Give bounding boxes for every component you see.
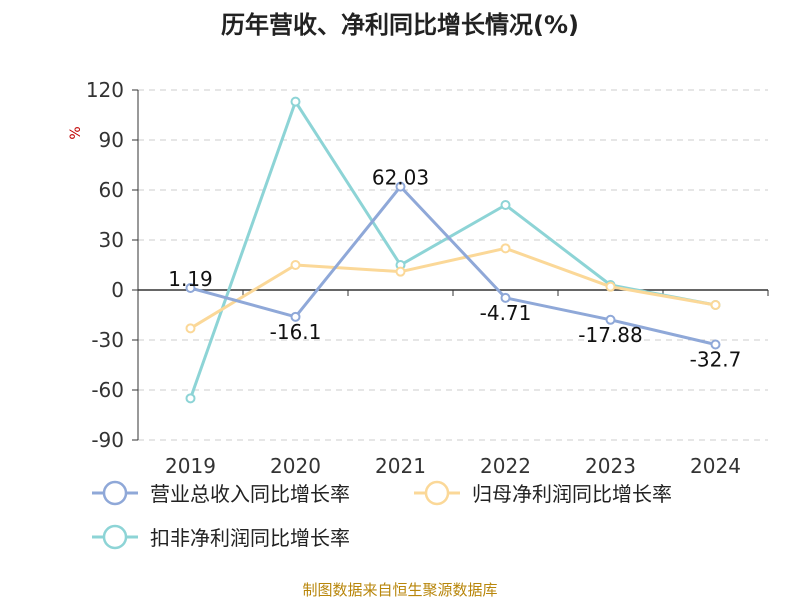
x-tick-label: 2023 <box>585 454 636 478</box>
data-point <box>290 311 301 322</box>
data-point <box>395 181 406 192</box>
grid-lines <box>138 89 768 441</box>
data-label: 1.19 <box>168 267 213 291</box>
data-point <box>185 283 196 294</box>
data-label: -4.71 <box>480 301 532 325</box>
series-layer <box>185 96 721 404</box>
data-point <box>185 323 196 334</box>
data-point <box>395 266 406 277</box>
legend-item[interactable]: 营业总收入同比增长率 <box>92 480 350 506</box>
axes: 120 90 60 30 0 -30 -60 -90 2019 2020 2021 2022 2023 2… <box>86 78 769 478</box>
data-point <box>500 292 511 303</box>
y-axis-label: % <box>68 126 84 139</box>
legend-swatch-marker <box>424 480 450 506</box>
data-point <box>290 260 301 270</box>
x-tick-label: 2021 <box>375 454 426 478</box>
x-tick-label: 2020 <box>270 454 321 478</box>
y-tick-label: 0 <box>111 278 124 302</box>
data-point <box>290 96 301 107</box>
y-tick-label: -60 <box>91 378 124 402</box>
data-label: 62.03 <box>372 166 429 190</box>
legend-label: 扣非净利润同比增长率 <box>150 526 350 550</box>
y-tick-label: 90 <box>99 128 124 152</box>
data-point <box>710 339 721 350</box>
y-tick-label: -90 <box>91 428 124 452</box>
data-point <box>500 200 511 210</box>
legend-item[interactable]: 扣非净利润同比增长率 <box>92 524 350 550</box>
data-point <box>500 243 511 254</box>
y-tick-label: 30 <box>99 228 124 252</box>
x-tick-label: 2019 <box>165 454 216 478</box>
series-line <box>189 100 716 399</box>
source-note: 制图数据来自恒生聚源数据库 <box>302 581 497 599</box>
chart-title: 历年营收、净利同比增长情况(%) <box>221 11 579 39</box>
series-line <box>189 246 716 330</box>
data-label: -17.88 <box>578 323 642 347</box>
y-tick-label: 60 <box>99 178 124 202</box>
data-point <box>605 281 616 292</box>
data-labels: 1.19 -16.1 62.03 -4.71 -17.88 -32.7 <box>168 166 741 372</box>
data-label: -16.1 <box>270 320 322 344</box>
x-tick-label: 2024 <box>690 454 741 478</box>
x-tick-label: 2022 <box>480 454 531 478</box>
data-point <box>710 300 721 310</box>
data-point <box>605 314 616 325</box>
data-point <box>185 393 196 404</box>
series-line <box>190 185 716 346</box>
legend-swatch-marker <box>102 524 128 550</box>
y-tick-label: -30 <box>91 328 124 352</box>
y-tick-label: 120 <box>86 78 124 102</box>
data-label: -32.7 <box>690 348 742 372</box>
legend-item[interactable]: 归母净利润同比增长率 <box>414 480 672 506</box>
legend-label: 营业总收入同比增长率 <box>150 482 350 506</box>
legend-label: 归母净利润同比增长率 <box>472 482 672 506</box>
legend-swatch-marker <box>102 480 128 506</box>
